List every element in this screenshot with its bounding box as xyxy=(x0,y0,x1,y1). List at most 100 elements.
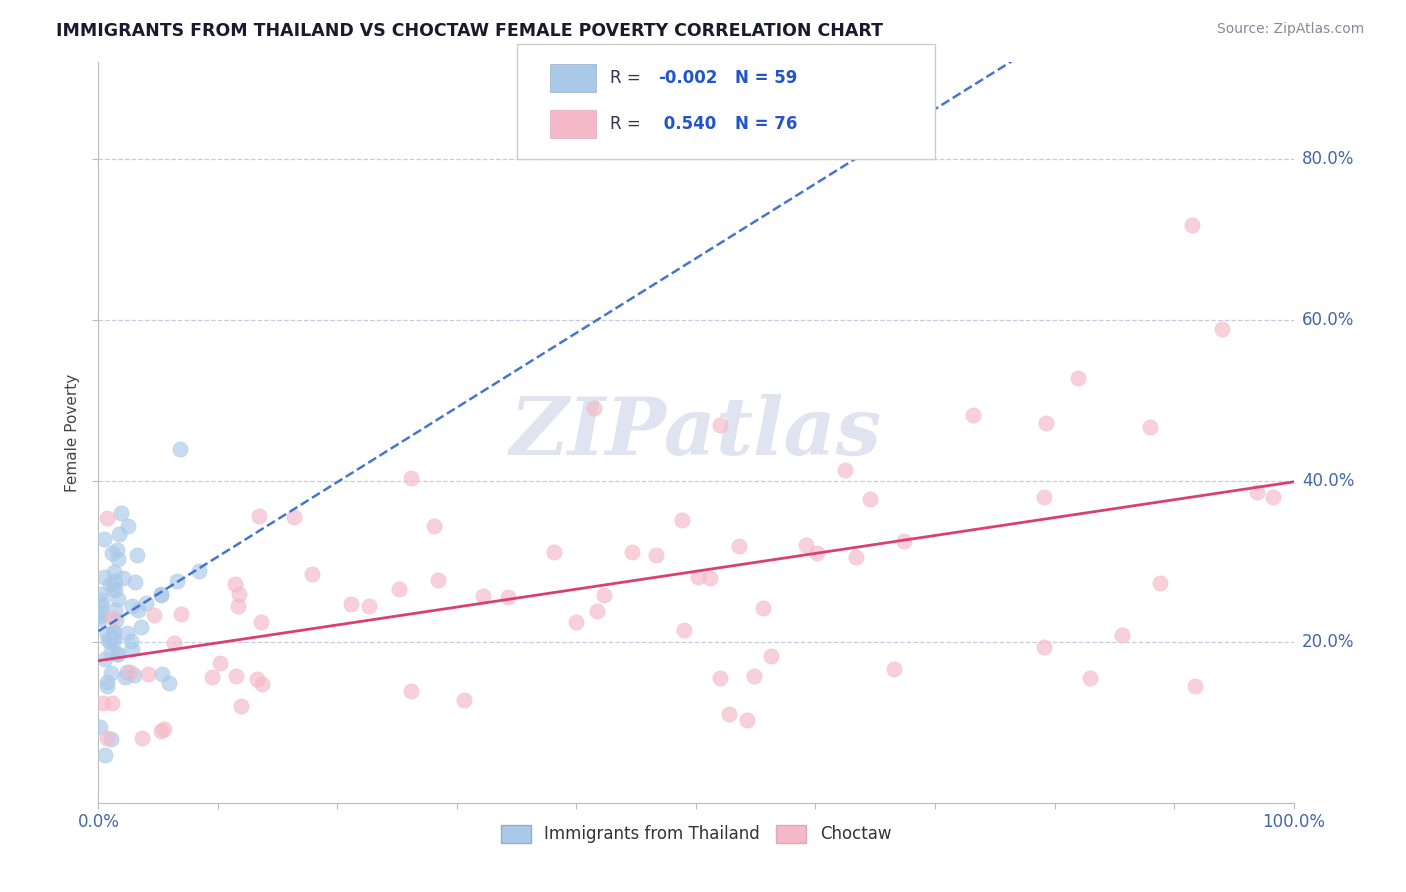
Point xyxy=(543,545,565,559)
Point xyxy=(1211,322,1233,336)
Text: R =: R = xyxy=(610,69,645,87)
Point xyxy=(283,510,305,524)
Legend: Immigrants from Thailand, Choctaw: Immigrants from Thailand, Choctaw xyxy=(494,818,898,850)
Point xyxy=(472,589,495,603)
Point xyxy=(583,401,606,416)
Point xyxy=(301,567,323,582)
Point xyxy=(157,676,180,690)
Point xyxy=(208,657,231,671)
Point xyxy=(121,599,143,614)
Point xyxy=(834,463,856,477)
Point xyxy=(107,648,129,662)
Point xyxy=(586,604,609,618)
Point xyxy=(122,668,145,682)
Point xyxy=(247,509,270,524)
Point xyxy=(359,599,381,613)
Point xyxy=(93,651,115,665)
Point xyxy=(806,546,828,560)
Text: 60.0%: 60.0% xyxy=(1302,311,1354,329)
FancyBboxPatch shape xyxy=(550,110,596,138)
Point xyxy=(93,532,115,546)
Point xyxy=(893,533,915,548)
Point xyxy=(108,526,131,541)
Point xyxy=(1184,679,1206,693)
Point xyxy=(153,722,176,736)
Point xyxy=(225,669,247,683)
Point xyxy=(426,574,449,588)
Text: Source: ZipAtlas.com: Source: ZipAtlas.com xyxy=(1216,22,1364,37)
Point xyxy=(593,588,616,602)
Point xyxy=(105,613,128,627)
Point xyxy=(226,599,249,613)
Point xyxy=(752,601,775,615)
Point xyxy=(149,587,172,601)
Point xyxy=(96,627,118,641)
Point xyxy=(201,670,224,684)
Point xyxy=(101,582,124,596)
Point xyxy=(163,636,186,650)
Point xyxy=(688,570,710,584)
Point xyxy=(224,577,246,591)
Text: 20.0%: 20.0% xyxy=(1302,632,1354,651)
Point xyxy=(90,605,112,619)
Point xyxy=(709,417,731,432)
Point xyxy=(89,598,111,612)
Point xyxy=(759,648,782,663)
Point xyxy=(103,603,125,617)
Point xyxy=(150,588,173,602)
Point xyxy=(149,723,172,738)
Point xyxy=(187,565,209,579)
Point xyxy=(388,582,411,597)
Point xyxy=(229,698,252,713)
Point xyxy=(94,747,117,762)
Point xyxy=(117,626,139,640)
Point xyxy=(565,615,588,629)
Point xyxy=(101,631,124,645)
Point xyxy=(728,539,751,553)
Point xyxy=(399,471,422,485)
Point xyxy=(115,665,138,679)
Text: ZIPatlas: ZIPatlas xyxy=(510,394,882,471)
Point xyxy=(100,665,122,680)
Point xyxy=(169,442,191,456)
Point xyxy=(423,519,446,533)
Point xyxy=(104,574,127,588)
Point xyxy=(110,507,132,521)
Point xyxy=(250,676,273,690)
Point xyxy=(96,731,118,746)
Point xyxy=(246,672,269,686)
Point xyxy=(97,633,120,648)
Point xyxy=(96,511,118,525)
Point xyxy=(105,647,128,661)
Point xyxy=(1111,628,1133,642)
Point xyxy=(120,633,142,648)
Point xyxy=(101,624,124,639)
Point xyxy=(496,590,519,604)
Point xyxy=(859,491,882,506)
Point xyxy=(89,609,111,624)
Text: -0.002: -0.002 xyxy=(658,69,717,87)
Point xyxy=(104,582,127,597)
Point xyxy=(1033,490,1056,504)
Point xyxy=(89,612,111,626)
Point xyxy=(962,408,984,422)
FancyBboxPatch shape xyxy=(550,64,596,92)
Point xyxy=(100,611,122,625)
Point xyxy=(699,571,721,585)
Text: R =: R = xyxy=(610,115,645,133)
Point xyxy=(135,596,157,610)
Point xyxy=(1033,640,1056,654)
Point xyxy=(120,665,142,679)
Point xyxy=(105,542,128,557)
Point xyxy=(143,608,166,623)
Point xyxy=(672,623,695,637)
Point xyxy=(709,671,731,685)
Point xyxy=(127,603,149,617)
Text: N = 59: N = 59 xyxy=(735,69,797,87)
Point xyxy=(150,667,173,681)
Point xyxy=(1181,218,1204,232)
Text: N = 76: N = 76 xyxy=(735,115,797,133)
Point xyxy=(170,607,193,622)
Point xyxy=(101,696,124,710)
Point xyxy=(93,570,115,584)
